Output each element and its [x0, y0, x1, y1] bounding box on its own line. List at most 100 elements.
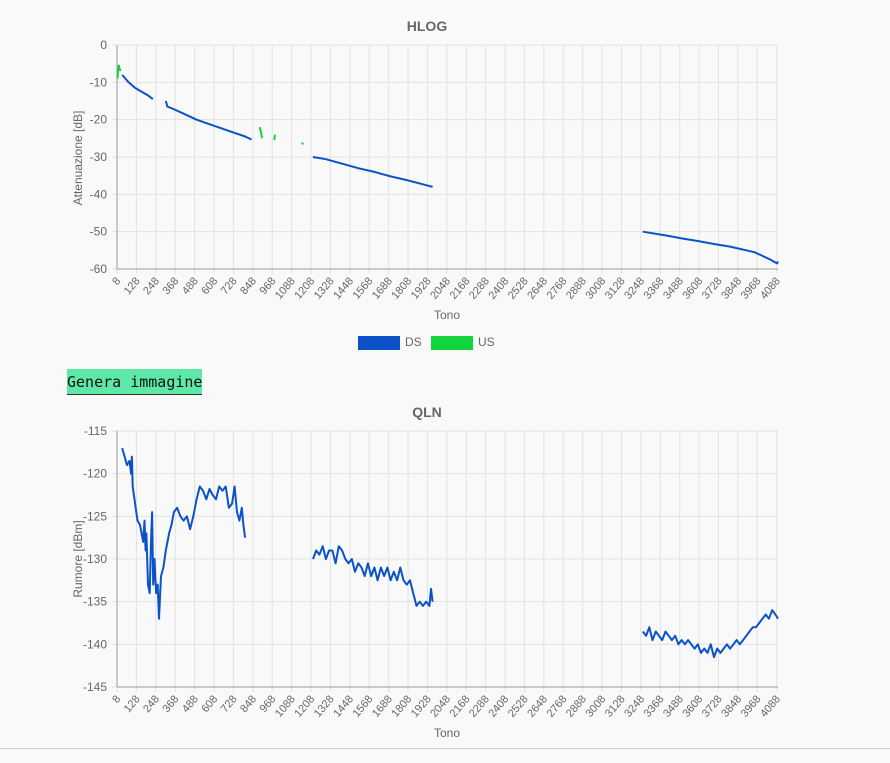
qln-x-tick-label: 3128 — [603, 693, 628, 719]
hlog-x-tick-label: 3848 — [719, 275, 744, 301]
qln-x-tick-label: 3008 — [583, 693, 608, 719]
hlog-x-tick-label: 1688 — [370, 275, 395, 301]
hlog-x-tick-label: 3008 — [583, 275, 608, 301]
hlog-x-tick-label: 8 — [110, 275, 123, 287]
hlog-series-us-line — [116, 64, 122, 79]
legend-swatch-us[interactable] — [431, 336, 473, 350]
qln-x-tick-label: 488 — [180, 693, 201, 715]
hlog-series-us-line — [301, 142, 304, 146]
qln-x-tick-label: 3968 — [739, 693, 764, 719]
hlog-x-tick-label: 368 — [161, 275, 182, 297]
qln-x-tick-label: 3728 — [700, 693, 725, 719]
hlog-y-tick-label: 0 — [100, 38, 107, 52]
qln-x-tick-label: 1088 — [273, 693, 298, 719]
hlog-x-tick-label: 3728 — [700, 275, 725, 301]
hlog-x-tick-label: 248 — [141, 275, 162, 297]
hlog-x-tick-label: 608 — [199, 275, 220, 297]
hlog-ylabel: Attenuazione [dB] — [71, 111, 85, 206]
qln-chart: QLN -115 -120 -125 -130 -135 -140 -145 8128248… — [71, 404, 783, 740]
qln-y-tick-label: -125 — [83, 509, 107, 523]
qln-x-tick-label: 3488 — [661, 693, 686, 719]
hlog-x-tick-label: 128 — [122, 275, 143, 297]
qln-x-tick-label: 248 — [141, 693, 162, 715]
qln-y-axis: -115 -120 -125 -130 -135 -140 -145 — [83, 424, 107, 694]
hlog-y-tick-label: -30 — [90, 150, 108, 164]
hlog-x-tick-label: 2648 — [525, 275, 550, 301]
qln-x-tick-label: 728 — [219, 693, 240, 715]
hlog-x-tick-label: 1808 — [389, 275, 414, 301]
qln-x-tick-label: 2168 — [448, 693, 473, 719]
generate-image-button[interactable]: Genera immagine — [67, 369, 203, 395]
legend-label-ds[interactable]: DS — [405, 335, 422, 349]
qln-x-tick-label: 2408 — [486, 693, 511, 719]
qln-x-tick-label: 3848 — [719, 693, 744, 719]
hlog-series-ds-line — [121, 74, 154, 100]
hlog-x-tick-label: 3248 — [622, 275, 647, 301]
qln-series-ds-line — [642, 609, 779, 659]
qln-x-tick-label: 3248 — [622, 693, 647, 719]
hlog-y-tick-label: -50 — [90, 225, 108, 239]
qln-x-axis: 8128248368488608728848968108812081328144… — [110, 693, 783, 719]
hlog-series — [116, 64, 779, 265]
hlog-x-axis: 8128248368488608728848968108812081328144… — [110, 275, 783, 301]
qln-x-tick-label: 368 — [161, 693, 182, 715]
qln-x-tick-label: 1208 — [292, 693, 317, 719]
hlog-xlabel: Tono — [434, 308, 460, 322]
qln-x-tick-label: 1928 — [409, 693, 434, 719]
hlog-x-tick-label: 3488 — [661, 275, 686, 301]
qln-x-tick-label: 4088 — [758, 693, 783, 719]
hlog-x-tick-label: 1088 — [273, 275, 298, 301]
qln-x-tick-label: 2768 — [545, 693, 570, 719]
hlog-y-tick-label: -10 — [90, 75, 108, 89]
qln-x-tick-label: 1688 — [370, 693, 395, 719]
hlog-x-tick-label: 3608 — [680, 275, 705, 301]
hlog-x-tick-label: 2888 — [564, 275, 589, 301]
hlog-y-tick-label: -20 — [90, 113, 108, 127]
qln-ylabel: Rumore [dBm] — [71, 520, 85, 597]
qln-xlabel: Tono — [434, 726, 460, 740]
qln-x-tick-label: 128 — [122, 693, 143, 715]
legend-label-us[interactable]: US — [478, 335, 495, 349]
qln-series-ds-line — [312, 545, 434, 607]
qln-y-tick-label: -135 — [83, 595, 107, 609]
qln-y-tick-label: -130 — [83, 552, 107, 566]
legend-swatch-ds[interactable] — [358, 336, 400, 350]
qln-x-tick-label: 1328 — [312, 693, 337, 719]
qln-x-tick-label: 3608 — [680, 693, 705, 719]
qln-x-tick-label: 848 — [238, 693, 259, 715]
qln-x-tick-label: 8 — [110, 693, 123, 705]
hlog-x-tick-label: 3368 — [642, 275, 667, 301]
hlog-x-tick-label: 2528 — [506, 275, 531, 301]
qln-title: QLN — [412, 404, 442, 420]
qln-x-tick-label: 2528 — [506, 693, 531, 719]
hlog-x-tick-label: 4088 — [758, 275, 783, 301]
qln-x-tick-label: 2288 — [467, 693, 492, 719]
qln-y-tick-label: -115 — [84, 424, 107, 438]
hlog-x-tick-label: 2408 — [486, 275, 511, 301]
hlog-x-tick-label: 1928 — [409, 275, 434, 301]
hlog-y-tick-label: -40 — [90, 187, 108, 201]
hlog-chart: HLOG 0 -10 -20 -30 -40 -50 -60 812824836848860… — [71, 18, 783, 350]
hlog-series-ds-line — [642, 230, 779, 265]
qln-y-tick-label: -145 — [83, 680, 107, 694]
qln-x-tick-label: 2888 — [564, 693, 589, 719]
hlog-x-tick-label: 728 — [219, 275, 240, 297]
qln-y-tick-label: -140 — [83, 637, 107, 651]
hlog-x-tick-label: 2048 — [428, 275, 453, 301]
qln-x-tick-label: 3368 — [642, 693, 667, 719]
hlog-x-tick-label: 3128 — [603, 275, 628, 301]
hlog-legend: DS US — [358, 335, 495, 350]
hlog-x-tick-label: 3968 — [739, 275, 764, 301]
hlog-series-us-line — [258, 126, 263, 139]
bottom-divider — [0, 748, 890, 749]
qln-x-tick-label: 1568 — [351, 693, 376, 719]
qln-grid — [112, 430, 778, 692]
hlog-title: HLOG — [407, 18, 448, 34]
qln-y-tick-label: -120 — [83, 467, 107, 481]
qln-x-tick-label: 1448 — [331, 693, 356, 719]
hlog-grid — [112, 44, 778, 274]
hlog-x-tick-label: 488 — [180, 275, 201, 297]
qln-x-tick-label: 1808 — [389, 693, 414, 719]
hlog-y-tick-label: -60 — [90, 262, 108, 276]
hlog-series-us-line — [273, 134, 276, 141]
